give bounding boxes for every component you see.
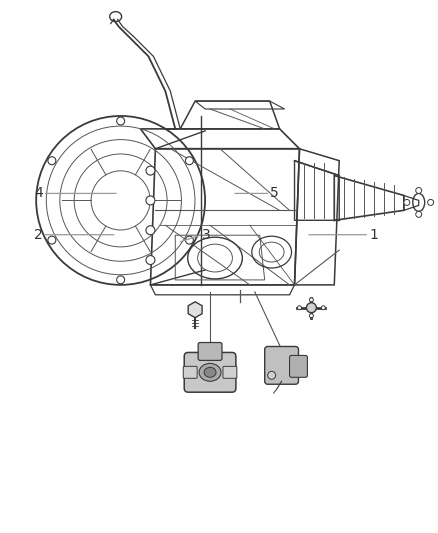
- FancyBboxPatch shape: [198, 343, 222, 360]
- Ellipse shape: [309, 298, 314, 302]
- FancyBboxPatch shape: [223, 366, 237, 378]
- Polygon shape: [188, 302, 202, 318]
- Ellipse shape: [321, 306, 325, 310]
- Ellipse shape: [309, 314, 314, 318]
- Ellipse shape: [297, 306, 301, 310]
- Text: 5: 5: [270, 187, 279, 200]
- Ellipse shape: [48, 157, 56, 165]
- Ellipse shape: [204, 367, 216, 377]
- Ellipse shape: [199, 364, 221, 381]
- FancyBboxPatch shape: [183, 366, 197, 378]
- Ellipse shape: [307, 303, 316, 313]
- Ellipse shape: [268, 372, 276, 379]
- Text: 4: 4: [34, 187, 43, 200]
- Ellipse shape: [117, 276, 124, 284]
- Ellipse shape: [146, 196, 155, 205]
- Ellipse shape: [404, 199, 410, 205]
- Ellipse shape: [146, 166, 155, 175]
- Ellipse shape: [146, 226, 155, 235]
- Ellipse shape: [117, 117, 124, 125]
- Ellipse shape: [48, 236, 56, 244]
- Ellipse shape: [416, 212, 422, 217]
- Ellipse shape: [185, 157, 193, 165]
- FancyBboxPatch shape: [184, 352, 236, 392]
- Ellipse shape: [427, 199, 434, 205]
- FancyBboxPatch shape: [290, 356, 307, 377]
- Text: 3: 3: [201, 228, 210, 242]
- Ellipse shape: [416, 188, 422, 193]
- Ellipse shape: [146, 255, 155, 264]
- Text: 1: 1: [369, 228, 378, 242]
- FancyBboxPatch shape: [265, 346, 298, 384]
- Text: 2: 2: [34, 228, 43, 242]
- Ellipse shape: [185, 236, 193, 244]
